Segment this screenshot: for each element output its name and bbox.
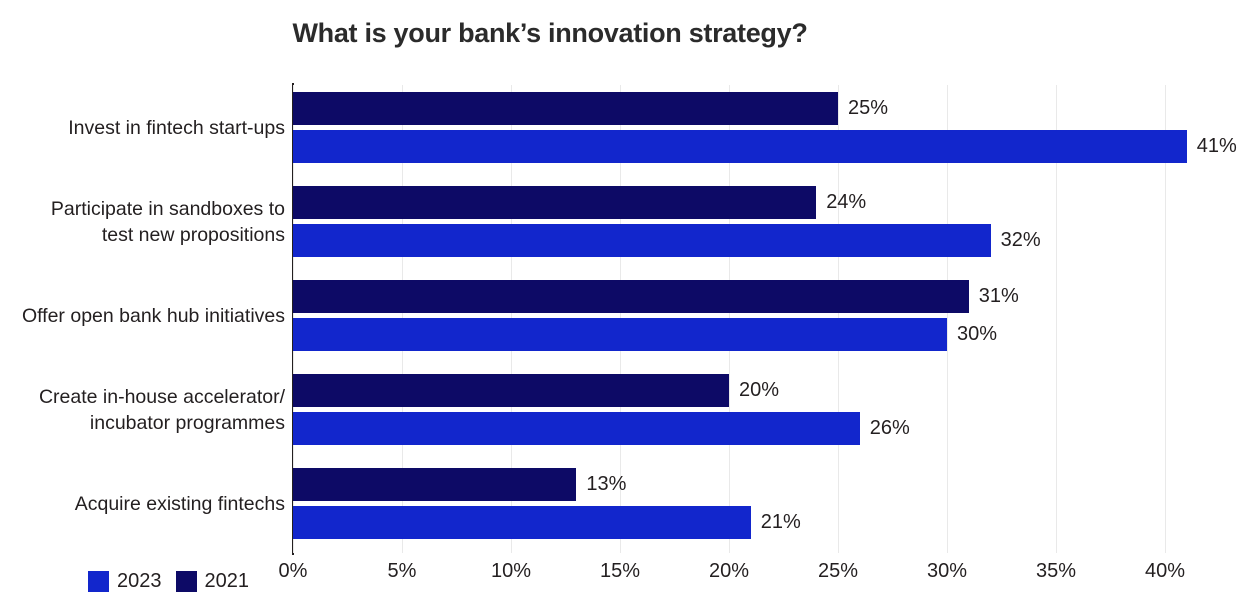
category-label-line: Acquire existing fintechs: [74, 492, 285, 515]
bar-value-2021-group-1: 25%: [848, 97, 889, 119]
legend-item-2021[interactable]: 2021: [175, 570, 250, 593]
bar-2021-group-2[interactable]: [293, 186, 817, 219]
bar-value-2023-group-4: 26%: [869, 417, 910, 439]
bar-2021-group-1[interactable]: [293, 92, 838, 125]
x-axis-tick-labels: 0% 5% 10% 15% 20% 25% 30% 35% 40%: [279, 560, 1237, 594]
bar-value-2023-group-1: 41%: [1196, 135, 1237, 157]
bar-2023-group-3[interactable]: [293, 318, 947, 351]
category-label-4: Create in-house accelerator/incubator pr…: [3, 384, 293, 436]
category-label-5: Acquire existing fintechs: [3, 491, 293, 517]
page-title: What is your bank’s innovation strategy?: [292, 18, 808, 48]
y-axis-category-labels: Invest in fintech start-ups Participate i…: [0, 0, 293, 616]
bar-2021-group-5[interactable]: [293, 468, 577, 501]
category-label-line: test new propositions: [101, 223, 285, 246]
x-tick-label-30pct: 30%: [926, 560, 968, 582]
bar-2023-group-1[interactable]: [293, 130, 1187, 163]
bar-value-2021-group-3: 31%: [978, 285, 1019, 307]
category-label-line: Participate in sandboxes to: [50, 197, 285, 220]
category-label-line: Invest in fintech start-ups: [68, 116, 285, 139]
x-tick-label-10pct: 10%: [490, 560, 532, 582]
x-tick-label-25pct: 25%: [817, 560, 859, 582]
bar-2021-group-4[interactable]: [293, 374, 729, 407]
bar-2023-group-5[interactable]: [293, 506, 751, 539]
x-tick-label-40pct: 40%: [1144, 560, 1186, 582]
bar-value-2023-group-5: 21%: [760, 511, 801, 533]
plot-area: 25% 41% 24% 32% 31% 30% 20% 26% 13% 21%: [293, 85, 1237, 553]
bar-value-2021-group-4: 20%: [739, 379, 780, 401]
legend-item-2023[interactable]: 2023: [88, 570, 162, 593]
x-tick-label-0pct: 0%: [278, 560, 308, 582]
legend-swatch-icon-2023: [88, 571, 109, 592]
x-tick-label-15pct: 15%: [599, 560, 641, 582]
bar-value-2021-group-2: 24%: [826, 191, 867, 213]
bar-2023-group-2[interactable]: [293, 224, 991, 257]
category-label-2: Participate in sandboxes to test new prop…: [3, 196, 293, 248]
legend-label-2023: 2023: [117, 570, 162, 592]
category-label-line: Create in-house accelerator/: [38, 385, 285, 408]
category-label-line: Offer open bank hub initiatives: [21, 304, 285, 327]
legend-swatch-icon-2021: [175, 571, 197, 592]
bar-2021-group-3[interactable]: [293, 280, 969, 313]
x-tick-label-35pct: 35%: [1035, 560, 1077, 582]
bar-value-2023-group-2: 32%: [1000, 229, 1041, 251]
bar-value-2023-group-3: 30%: [957, 323, 998, 345]
category-label-3: Offer open bank hub initiatives: [3, 303, 293, 329]
category-label-1: Invest in fintech start-ups: [3, 115, 293, 141]
x-tick-label-5pct: 5%: [387, 560, 417, 582]
category-label-line: incubator programmes: [89, 411, 285, 434]
bar-2023-group-4[interactable]: [293, 412, 860, 445]
legend-label-2021: 2021: [204, 570, 250, 592]
chart-legend: 2023 2021: [88, 570, 249, 593]
x-tick-label-20pct: 20%: [708, 560, 750, 582]
bar-value-2021-group-5: 13%: [586, 473, 627, 495]
